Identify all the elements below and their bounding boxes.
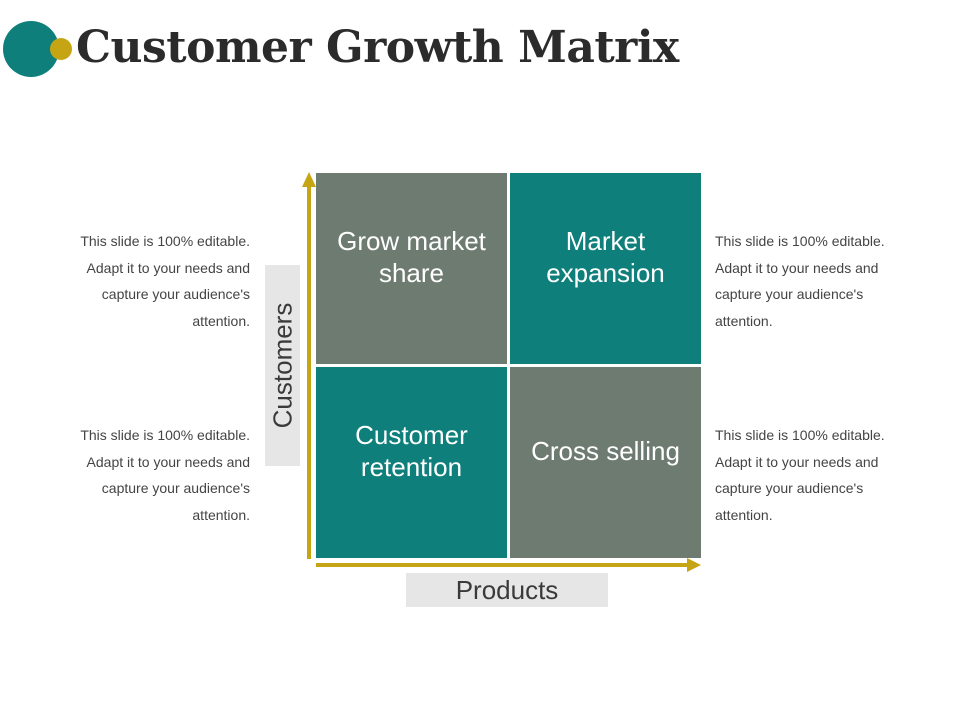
slide-title: Customer Growth Matrix: [76, 22, 679, 73]
quadrant-label: Customer retention: [355, 419, 468, 482]
logo-circle-large-icon: [3, 21, 59, 77]
note-bottom-right: This slide is 100% editable. Adapt it to…: [715, 427, 885, 523]
x-axis-label-box: Products: [406, 573, 608, 607]
note-top-right: This slide is 100% editable. Adapt it to…: [715, 233, 885, 329]
note-bottom-left: This slide is 100% editable. Adapt it to…: [80, 427, 250, 523]
quadrant-label: Grow market share: [337, 225, 486, 288]
y-axis-label-box: Customers: [265, 265, 300, 466]
quadrant-grow-market-share: Grow market share: [316, 173, 507, 364]
quadrant-label: Cross selling: [531, 435, 680, 466]
quadrant-customer-retention: Customer retention: [316, 367, 507, 558]
note-top-left: This slide is 100% editable. Adapt it to…: [80, 233, 250, 329]
quadrant-label: Market expansion: [546, 225, 665, 288]
y-axis-label: Customers: [267, 302, 298, 429]
logo-circle-small-icon: [50, 38, 72, 60]
y-axis-arrowhead: [302, 172, 316, 187]
quadrant-cross-selling: Cross selling: [510, 367, 701, 558]
x-axis-arrowhead: [687, 558, 701, 572]
quadrant-market-expansion: Market expansion: [510, 173, 701, 364]
x-axis-label: Products: [455, 574, 559, 605]
